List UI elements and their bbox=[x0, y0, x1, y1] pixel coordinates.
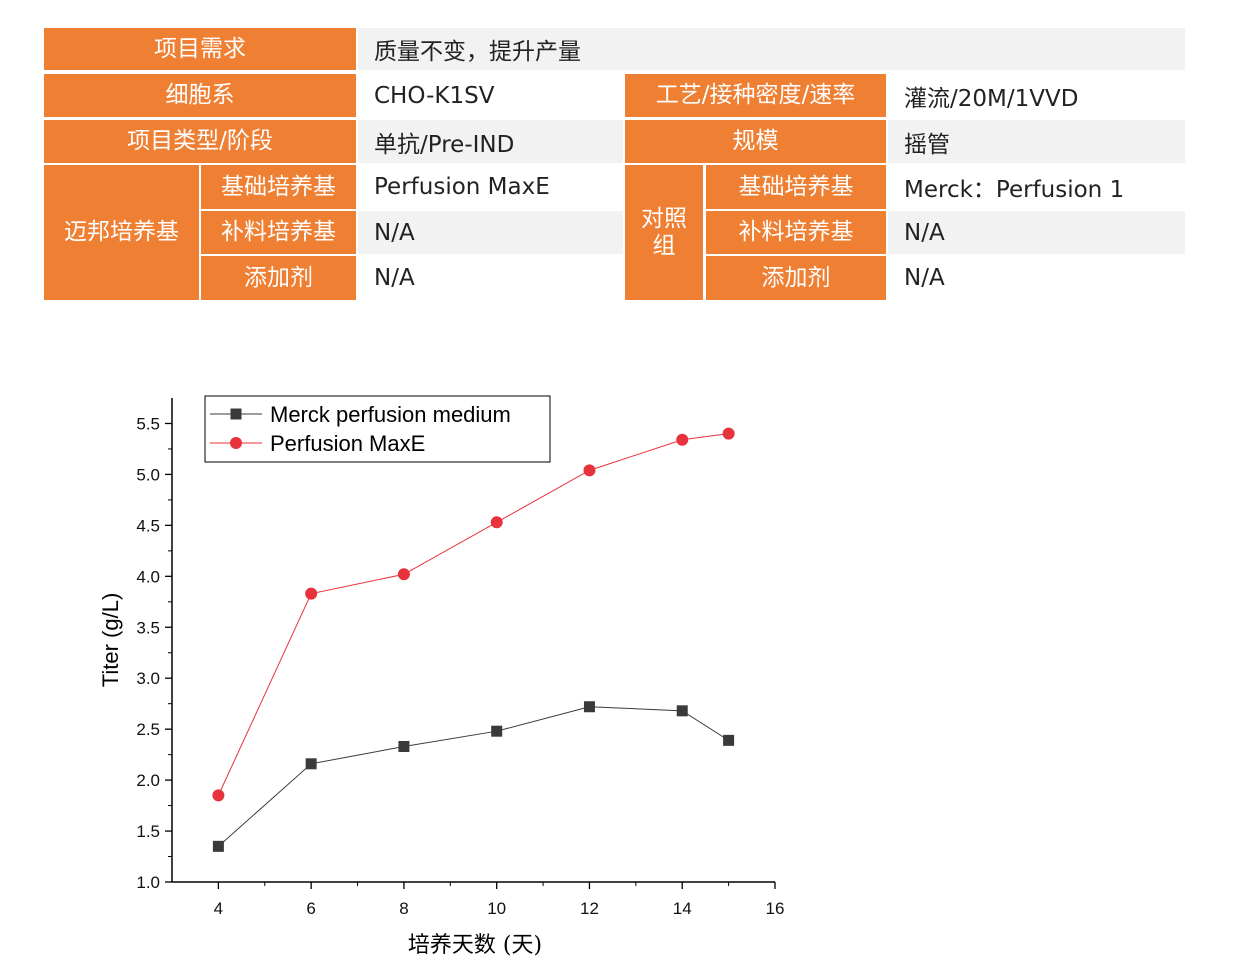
process-label: 工艺/接种密度/速率 bbox=[625, 74, 886, 117]
y-tick-label: 4.0 bbox=[136, 567, 160, 586]
data-point-square bbox=[583, 701, 595, 713]
control-feed-label: 补料培养基 bbox=[706, 211, 886, 254]
chart-axes: 1.0 1.5 2.0 2.5 3.0 3.5 4.0 4.5 5.0 5.5 4 6 8 10 12 14 1… bbox=[136, 398, 784, 918]
legend-marker-square bbox=[230, 408, 242, 420]
data-point-circle bbox=[305, 587, 318, 600]
x-tick-label: 4 bbox=[214, 899, 223, 918]
control-feed-value: N/A bbox=[888, 211, 1185, 254]
series-line bbox=[217, 433, 729, 796]
cell-line-value: CHO-K1SV bbox=[374, 82, 495, 109]
maibang-feed-label: 补料培养基 bbox=[201, 211, 356, 254]
maibang-feed-value: N/A bbox=[358, 211, 623, 254]
project-need-label: 项目需求 bbox=[44, 28, 356, 70]
y-tick-label: 5.5 bbox=[136, 414, 160, 433]
data-point-square bbox=[212, 840, 224, 852]
y-tick-label: 5.0 bbox=[136, 465, 160, 484]
control-additive-value: N/A bbox=[904, 265, 945, 291]
maibang-additive-label: 添加剂 bbox=[201, 256, 356, 300]
series-line bbox=[218, 706, 729, 847]
legend-entry: Merck perfusion medium bbox=[270, 402, 511, 427]
maibang-basal-value: Perfusion MaxE bbox=[374, 174, 550, 200]
x-tick-label: 10 bbox=[487, 899, 506, 918]
x-tick-label: 12 bbox=[580, 899, 599, 918]
chart-series bbox=[212, 427, 735, 852]
data-point-square bbox=[305, 758, 317, 770]
data-point-circle bbox=[676, 433, 689, 446]
y-tick-label: 1.5 bbox=[136, 822, 160, 841]
chart-legend: Merck perfusion medium Perfusion MaxE bbox=[204, 395, 551, 463]
y-axis-title: Titer (g/L) bbox=[98, 593, 123, 688]
control-basal-value: Merck：Perfusion 1 bbox=[904, 177, 1125, 203]
maibang-media-label: 迈邦培养基 bbox=[44, 165, 199, 300]
cell-line-label: 细胞系 bbox=[44, 74, 356, 117]
y-tick-label: 2.0 bbox=[136, 771, 160, 790]
data-point-circle bbox=[212, 789, 225, 802]
y-tick-label: 2.5 bbox=[136, 720, 160, 739]
y-tick-label: 4.5 bbox=[136, 516, 160, 535]
x-axis-title: 培养天数 (天) bbox=[408, 933, 542, 958]
legend-marker-circle bbox=[230, 437, 242, 449]
maibang-additive-value: N/A bbox=[374, 265, 415, 291]
legend-box bbox=[204, 395, 551, 463]
scale-label: 规模 bbox=[625, 120, 886, 163]
x-tick-label: 6 bbox=[306, 899, 315, 918]
x-tick-label: 16 bbox=[766, 899, 785, 918]
control-basal-label: 基础培养基 bbox=[706, 165, 886, 209]
data-point-circle bbox=[397, 568, 410, 581]
project-type-value: 单抗/Pre-IND bbox=[358, 120, 623, 163]
y-tick-label: 3.0 bbox=[136, 669, 160, 688]
data-point-square bbox=[676, 705, 688, 717]
data-point-circle bbox=[722, 427, 735, 440]
titer-chart: 1.0 1.5 2.0 2.5 3.0 3.5 4.0 4.5 5.0 5.5 4 6 8 10 12 14 1… bbox=[98, 395, 784, 958]
data-point-circle bbox=[490, 516, 503, 529]
data-point-square bbox=[398, 740, 410, 752]
legend-entry: Perfusion MaxE bbox=[270, 431, 425, 456]
data-point-square bbox=[723, 734, 735, 746]
x-tick-label: 8 bbox=[399, 899, 408, 918]
y-tick-label: 3.5 bbox=[136, 618, 160, 637]
control-group-label: 对照组 bbox=[625, 165, 703, 300]
maibang-basal-label: 基础培养基 bbox=[201, 165, 356, 209]
data-point-square bbox=[491, 725, 503, 737]
project-type-label: 项目类型/阶段 bbox=[44, 120, 356, 163]
control-additive-label: 添加剂 bbox=[706, 256, 886, 300]
process-value: 灌流/20M/1VVD bbox=[904, 85, 1079, 112]
y-tick-label: 1.0 bbox=[136, 873, 160, 892]
data-point-circle bbox=[583, 464, 596, 477]
scale-value: 摇管 bbox=[888, 120, 1185, 163]
x-tick-label: 14 bbox=[673, 899, 692, 918]
project-need-value: 质量不变，提升产量 bbox=[358, 28, 1185, 70]
